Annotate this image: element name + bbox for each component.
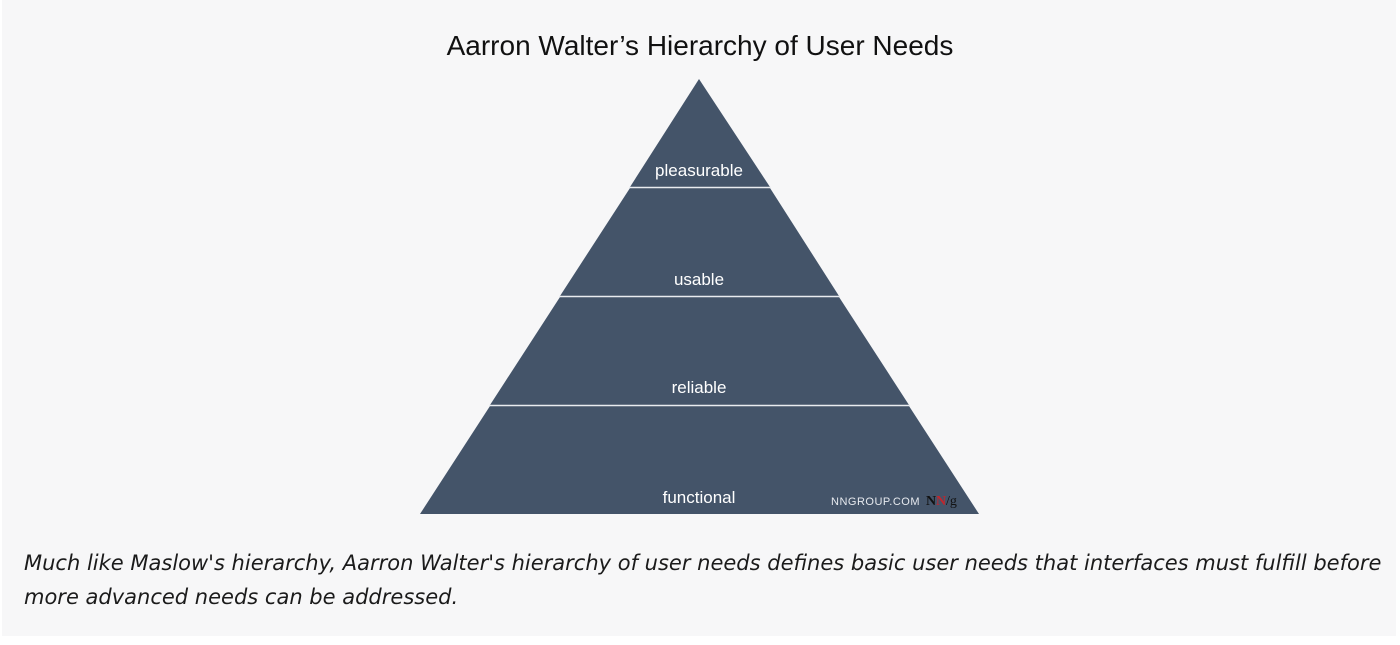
- nng-logo: N N /g: [926, 494, 957, 509]
- tier-reliable-shape: [490, 297, 909, 405]
- tier-usable-shape: [560, 188, 839, 296]
- tier-label-reliable: reliable: [672, 378, 727, 397]
- tier-label-pleasurable: pleasurable: [655, 161, 743, 180]
- tier-label-usable: usable: [674, 270, 724, 289]
- tier-functional-shape: [420, 406, 979, 514]
- svg-text:/g: /g: [946, 494, 957, 509]
- figure-caption: Much like Maslow's hierarchy, Aarron Wal…: [24, 551, 1382, 609]
- svg-text:N: N: [926, 494, 936, 509]
- pyramid-diagram: pleasurable usable reliable functional N…: [420, 79, 979, 514]
- tier-pleasurable-shape: [630, 79, 770, 187]
- figure-title: Aarron Walter’s Hierarchy of User Needs: [446, 30, 954, 61]
- svg-text:N: N: [936, 494, 946, 509]
- tier-label-functional: functional: [663, 488, 736, 507]
- watermark-site: NNGROUP.COM: [831, 496, 920, 508]
